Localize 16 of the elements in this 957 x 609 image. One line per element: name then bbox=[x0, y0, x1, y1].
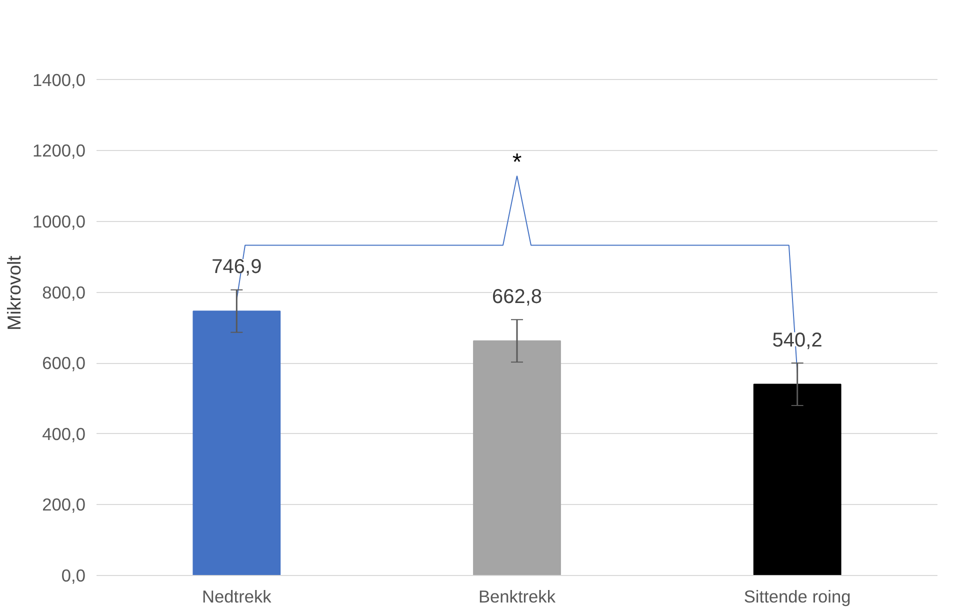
y-tick-label: 1400,0 bbox=[32, 70, 86, 90]
y-tick-label: 1200,0 bbox=[32, 140, 86, 161]
x-tick-label: Nedtrekk bbox=[202, 586, 272, 606]
data-label: 540,2 bbox=[772, 329, 822, 352]
y-tick-label: 600,0 bbox=[42, 353, 86, 374]
x-tick-label: Sittende roing bbox=[744, 586, 851, 606]
y-tick-label: 800,0 bbox=[42, 282, 86, 302]
y-axis-title: Mikrovolt bbox=[4, 254, 24, 330]
y-tick-label: 0,0 bbox=[61, 566, 86, 586]
y-tick-label: 1000,0 bbox=[32, 211, 86, 232]
annotation: * bbox=[512, 148, 522, 176]
y-tick-label: 200,0 bbox=[42, 494, 86, 515]
y-tick-label: 400,0 bbox=[42, 424, 86, 444]
data-label: 662,8 bbox=[492, 286, 542, 308]
x-tick-label: Benktrekk bbox=[478, 586, 556, 606]
data-label: 746,9 bbox=[212, 256, 262, 278]
